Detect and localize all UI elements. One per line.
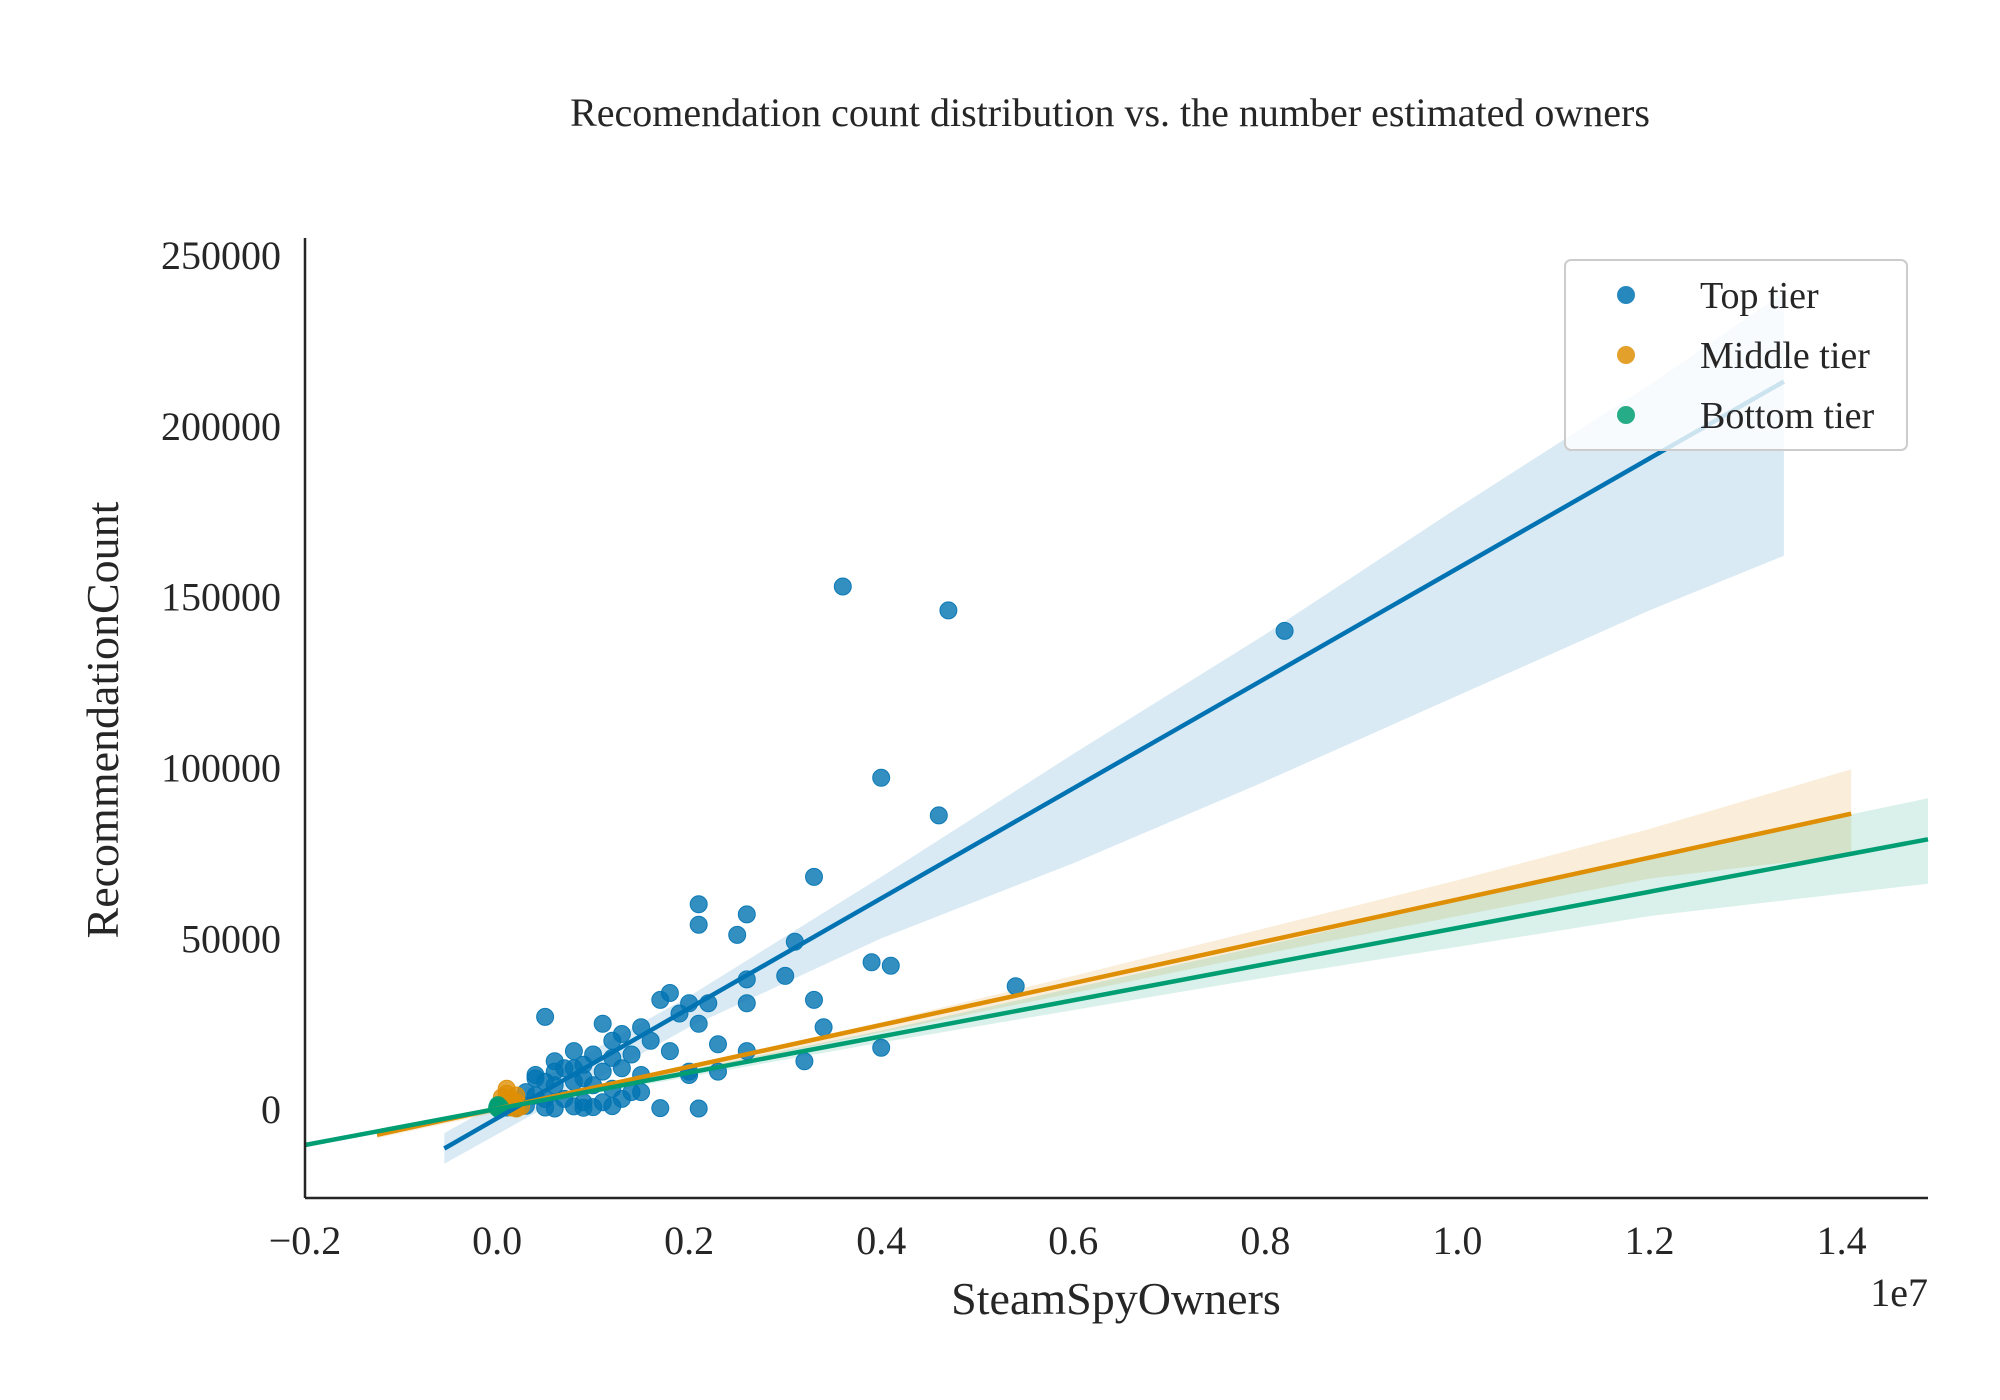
top-tier-point — [689, 915, 708, 934]
top-tier-point — [929, 806, 948, 825]
legend: Top tier Middle tier Bottom tier — [1564, 259, 1908, 451]
middle-tier-regression-line — [376, 811, 1852, 1137]
x-tick-label: −0.2 — [269, 1218, 342, 1263]
y-tick-labels: 0 50000 100000 150000 200000 250000 — [161, 233, 281, 1132]
x-tick-label: 0.4 — [856, 1218, 906, 1263]
top-tier-point — [805, 867, 823, 886]
top-tier-point — [536, 1007, 555, 1026]
top-tier-point — [728, 925, 747, 944]
top-tier-point — [689, 1014, 708, 1033]
top-tier-point — [526, 1066, 545, 1084]
y-tick-label: 100000 — [161, 746, 281, 791]
top-tier-point — [833, 577, 852, 596]
top-tier-point — [593, 1062, 612, 1081]
top-tier-point — [881, 956, 900, 975]
top-tier-point — [939, 601, 958, 620]
x-tick-label: 0.0 — [472, 1218, 522, 1263]
top-tier-point — [709, 1035, 727, 1054]
chart-title: Recomendation count distribution vs. the… — [570, 90, 1650, 135]
top-tier-point — [545, 1099, 564, 1118]
regression-lines — [304, 379, 1929, 1151]
top-tier-point — [737, 905, 756, 924]
x-axis-label: SteamSpyOwners — [951, 1273, 1281, 1324]
top-tier-point — [805, 990, 823, 1009]
x-tick-label: 1.4 — [1817, 1218, 1867, 1263]
top-tier-point — [862, 953, 881, 972]
top-tier-point — [1275, 621, 1294, 640]
bottom-tier-regression-line — [304, 837, 1929, 1148]
top-tier-point — [689, 895, 708, 914]
top-tier-point — [651, 990, 670, 1009]
x-tick-label: 1.2 — [1625, 1218, 1675, 1263]
top-tier-point — [872, 1038, 891, 1057]
bottom-tier-legend-label: Bottom tier — [1700, 395, 1875, 437]
y-tick-label: 250000 — [161, 233, 281, 278]
y-tick-label: 200000 — [161, 404, 281, 449]
top-tier-point — [584, 1098, 603, 1117]
top-tier-point — [737, 994, 756, 1013]
middle-tier-legend-label: Middle tier — [1700, 335, 1870, 377]
y-axis-label: RecommendationCount — [77, 501, 128, 938]
bottom-tier-legend-marker — [1617, 406, 1635, 424]
top-tier-confidence-band — [444, 292, 1784, 1164]
top-tier-point — [603, 1031, 622, 1050]
top-tier-point — [545, 1062, 564, 1081]
y-tick-label: 0 — [261, 1087, 281, 1132]
top-tier-point — [632, 1083, 651, 1102]
top-tier-legend-label: Top tier — [1700, 275, 1819, 317]
top-tier-point — [622, 1045, 641, 1064]
y-tick-label: 150000 — [161, 575, 281, 620]
x-tick-labels: −0.2 0.0 0.2 0.4 0.6 0.8 1.0 1.2 1.4 — [269, 1218, 1867, 1263]
x-tick-label: 0.6 — [1048, 1218, 1098, 1263]
top-tier-point — [593, 1014, 612, 1033]
legend-box — [1564, 259, 1908, 451]
middle-tier-legend-marker — [1617, 346, 1635, 364]
top-tier-point — [660, 1042, 679, 1061]
x-tick-label: 0.8 — [1240, 1218, 1290, 1263]
top-tier-legend-marker — [1617, 286, 1635, 304]
top-tier-point — [795, 1052, 814, 1071]
x-tick-label: 1.0 — [1432, 1218, 1482, 1263]
top-tier-point — [814, 1018, 833, 1037]
y-tick-label: 50000 — [181, 916, 281, 961]
x-tick-label: 0.2 — [664, 1218, 714, 1263]
axes — [303, 238, 1928, 1200]
top-tier-point — [651, 1099, 670, 1118]
top-tier-regression-line — [443, 379, 1786, 1151]
top-tier-point — [689, 1099, 708, 1118]
top-tier-point — [603, 1097, 622, 1116]
x-offset-label: 1e7 — [1870, 1270, 1928, 1315]
top-tier-point — [776, 966, 795, 985]
top-tier-point — [612, 1059, 631, 1078]
top-tier-point — [872, 768, 891, 787]
